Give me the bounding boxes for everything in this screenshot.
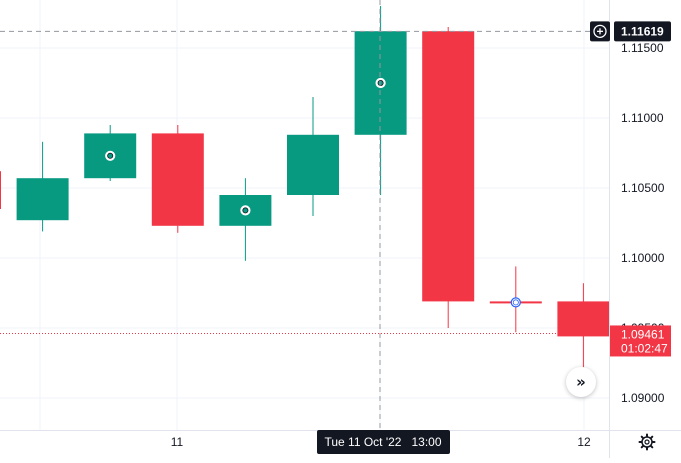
gear-icon[interactable] [638, 433, 656, 451]
marker-inner [377, 80, 384, 87]
candle-body[interactable] [0, 171, 1, 209]
last-price-label: 1.09461 [621, 327, 665, 341]
x-tick-label: 12 [577, 435, 591, 449]
candles[interactable] [0, 6, 610, 368]
overlays [0, 0, 609, 430]
candle[interactable] [219, 178, 272, 261]
candle[interactable] [16, 141, 69, 232]
candle[interactable] [557, 283, 610, 368]
crosshair-price-label-bg [614, 21, 671, 42]
marker-inner [512, 299, 519, 306]
candle[interactable] [287, 97, 339, 216]
grid [0, 0, 609, 430]
y-tick-label: 1.09000 [621, 391, 665, 405]
y-tick-label: 1.10000 [621, 251, 665, 265]
countdown-label: 01:02:47 [621, 341, 668, 355]
candle-body[interactable] [151, 133, 204, 226]
y-tick-label: 1.11000 [621, 111, 664, 125]
candle-body[interactable] [287, 134, 339, 195]
crosshair-time-label: Tue 11 Oct '22 13:00 [324, 435, 441, 449]
candle[interactable] [422, 27, 475, 328]
candle-body[interactable] [422, 31, 475, 302]
crosshair-time-label-bg [317, 430, 450, 454]
last-price-label-bg [610, 325, 671, 357]
marker-inner [107, 152, 114, 159]
add-alert-circle [593, 24, 607, 38]
candle-body[interactable] [557, 301, 610, 337]
gear-hub [644, 439, 650, 445]
candle-body[interactable] [16, 178, 69, 221]
candle[interactable] [354, 6, 407, 195]
y-tick-label: 1.11500 [621, 41, 664, 55]
candle[interactable] [151, 125, 204, 233]
candle[interactable] [0, 146, 1, 209]
double-chevron-right-icon: » [576, 373, 586, 391]
crosshair-price-label: 1.11619 [621, 24, 664, 38]
candle[interactable] [489, 266, 542, 333]
x-tick-label: 11 [171, 435, 184, 449]
plus-circle-icon[interactable] [590, 21, 610, 42]
y-tick-label: 1.10500 [621, 181, 665, 195]
scroll-to-latest-button[interactable]: » [566, 367, 596, 397]
candle[interactable] [84, 125, 137, 181]
marker-inner [242, 207, 249, 214]
